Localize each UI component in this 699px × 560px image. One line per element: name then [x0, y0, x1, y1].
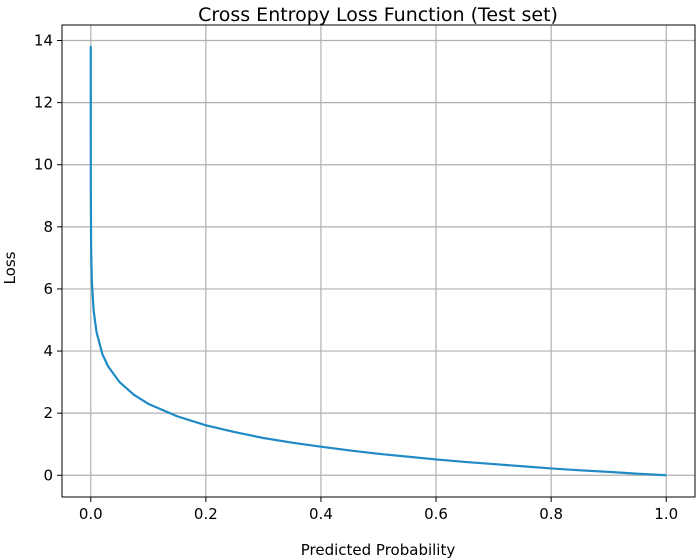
x-tick-label: 1.0 — [654, 505, 678, 523]
y-tick-label: 6 — [43, 280, 53, 298]
y-tick-label: 0 — [43, 466, 53, 484]
y-tick-label: 14 — [34, 32, 53, 50]
grid-lines — [62, 25, 695, 497]
y-tick-label: 10 — [34, 156, 53, 174]
x-tick-label: 0.8 — [539, 505, 563, 523]
y-tick-label: 8 — [43, 218, 53, 236]
plot-frame — [61, 24, 696, 498]
x-axis-label: Predicted Probability — [301, 541, 456, 559]
y-tick-label: 4 — [43, 342, 53, 360]
axis-ticks: 0.0 0.2 0.4 0.6 0.8 1.0 0 2 4 6 8 10 12 14 — [34, 32, 678, 523]
x-tick-label: 0.0 — [79, 505, 103, 523]
x-tick-label: 0.2 — [194, 505, 218, 523]
x-tick-label: 0.4 — [309, 505, 333, 523]
loss-curve — [89, 46, 667, 477]
y-tick-label: 12 — [34, 94, 53, 112]
y-tick-label: 2 — [43, 404, 53, 422]
y-axis-label: Loss — [1, 251, 19, 284]
chart-title: Cross Entropy Loss Function (Test set) — [198, 4, 558, 26]
x-tick-label: 0.6 — [424, 505, 448, 523]
series-lines — [89, 46, 667, 477]
